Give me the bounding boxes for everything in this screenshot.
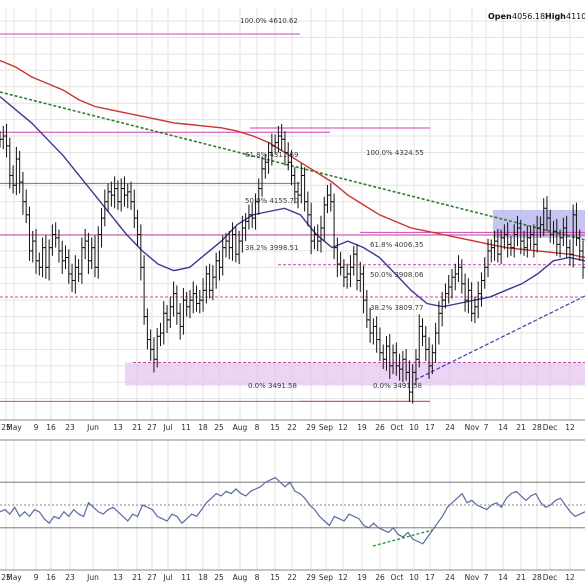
x-tick-label: 12: [338, 423, 348, 432]
x-tick-label: 23: [65, 423, 75, 432]
x-tick-label: 16: [46, 423, 56, 432]
x-tick-label: 28: [532, 423, 542, 432]
osc-x-tick-label: Jun: [86, 573, 99, 582]
fib-level-label: 61.8% 4311.69: [245, 151, 298, 159]
high-label: High: [545, 12, 566, 21]
uptrend-line: [414, 295, 585, 381]
x-tick-label: Jul: [162, 423, 172, 432]
x-tick-label: May: [6, 423, 22, 432]
x-tick-label: 26: [375, 423, 385, 432]
osc-x-tick-label: Nov: [465, 573, 480, 582]
zones: [125, 209, 585, 386]
osc-x-tick-label: Aug: [233, 573, 248, 582]
osc-x-tick-label: Oct: [391, 573, 404, 582]
price-bars: [0, 123, 585, 404]
x-tick-label: 25: [214, 423, 224, 432]
osc-x-tick-label: Jul: [162, 573, 172, 582]
fib-level-label: 38.2% 3809.77: [370, 304, 423, 312]
fibonacci-labels: 100.0% 4610.62 61.8% 4311.69 100.0% 4324.5…: [240, 17, 424, 390]
downtrend-line: [0, 91, 585, 241]
fib-level-label: 0.0% 3491.58: [373, 382, 422, 390]
osc-x-tick-label: 18: [198, 573, 208, 582]
x-tick-label: Oct: [391, 423, 404, 432]
osc-x-tick-label: 8: [255, 573, 260, 582]
x-tick-label: 8: [255, 423, 260, 432]
osc-x-tick-label: 9: [34, 573, 39, 582]
osc-x-tick-label: 10: [409, 573, 419, 582]
osc-x-tick-label: 19: [357, 573, 367, 582]
fib-level-label: 61.8% 4006.35: [370, 241, 423, 249]
x-tick-label: 24: [445, 423, 455, 432]
osc-x-tick-label: 22: [287, 573, 297, 582]
x-tick-label: 21: [132, 423, 142, 432]
trendlines: [0, 91, 585, 381]
oscillator-divergence-line: [372, 529, 433, 547]
x-tick-label: Jun: [86, 423, 99, 432]
x-tick-label: Aug: [233, 423, 248, 432]
fib-level-label: 0.0% 3491.58: [248, 382, 297, 390]
osc-x-tick-label: 21: [516, 573, 526, 582]
ma-short-line: [0, 96, 585, 308]
x-tick-label: 13: [113, 423, 123, 432]
x-tick-label: 15: [270, 423, 280, 432]
open-value: 4056.18: [512, 12, 545, 21]
osc-x-tick-label: 15: [270, 573, 280, 582]
fib-level-label: 100.0% 4610.62: [240, 17, 298, 25]
x-tick-label: 18: [198, 423, 208, 432]
osc-x-tick-label: Sep: [319, 573, 333, 582]
osc-x-tick-label: 28: [532, 573, 542, 582]
osc-x-tick-label: 17: [425, 573, 435, 582]
fib-level-label: 100.0% 4324.55: [366, 149, 424, 157]
fib-level-label: 50.0% 4155.70: [245, 197, 298, 205]
x-tick-label: Nov: [465, 423, 480, 432]
x-tick-label: 14: [498, 423, 508, 432]
osc-x-tick-label: 26: [375, 573, 385, 582]
open-label: Open: [488, 12, 512, 21]
osc-x-tick-label: 25: [1, 573, 11, 582]
osc-x-tick-label: 13: [113, 573, 123, 582]
osc-x-tick-label: 21: [132, 573, 142, 582]
resistance-zone: [493, 209, 585, 238]
x-tick-label: 25: [1, 423, 11, 432]
x-tick-label: 29: [306, 423, 316, 432]
oscillator-panel: [0, 439, 585, 571]
osc-x-tick-label: 11: [181, 573, 191, 582]
header: Open 4056.18 High 4110.: [488, 12, 585, 21]
moving-averages: [0, 59, 585, 308]
x-tick-label: Sep: [319, 423, 333, 432]
x-tick-label: 11: [181, 423, 191, 432]
x-tick-label: 21: [516, 423, 526, 432]
x-tick-label: 27: [147, 423, 157, 432]
osc-x-tick-label: Dec: [543, 573, 558, 582]
oscillator-line: [0, 476, 585, 545]
fib-level-label: 38.2% 3998.51: [245, 244, 298, 252]
x-tick-label: 17: [425, 423, 435, 432]
x-tick-label: 9: [34, 423, 39, 432]
osc-x-tick-label: 25: [214, 573, 224, 582]
x-tick-label: 19: [357, 423, 367, 432]
x-tick-label: 10: [409, 423, 419, 432]
osc-x-tick-label: May: [6, 573, 22, 582]
osc-x-tick-label: 24: [445, 573, 455, 582]
osc-x-tick-label: 27: [147, 573, 157, 582]
osc-x-tick-label: 23: [65, 573, 75, 582]
x-tick-label: 7: [484, 423, 489, 432]
x-tick-label: Dec: [543, 423, 558, 432]
ma-long-line: [0, 59, 585, 259]
fib-level-label: 50.0% 3908.06: [370, 271, 424, 279]
osc-x-tick-label: 12: [338, 573, 348, 582]
support-zone: [125, 362, 585, 386]
osc-x-tick-label: 12: [565, 573, 575, 582]
x-tick-label: 22: [287, 423, 297, 432]
high-value: 4110.: [566, 12, 585, 21]
osc-x-tick-label: 29: [306, 573, 316, 582]
osc-x-tick-label: 14: [498, 573, 508, 582]
osc-x-tick-label: 16: [46, 573, 56, 582]
osc-x-tick-label: 7: [484, 573, 489, 582]
x-tick-label: 12: [565, 423, 575, 432]
